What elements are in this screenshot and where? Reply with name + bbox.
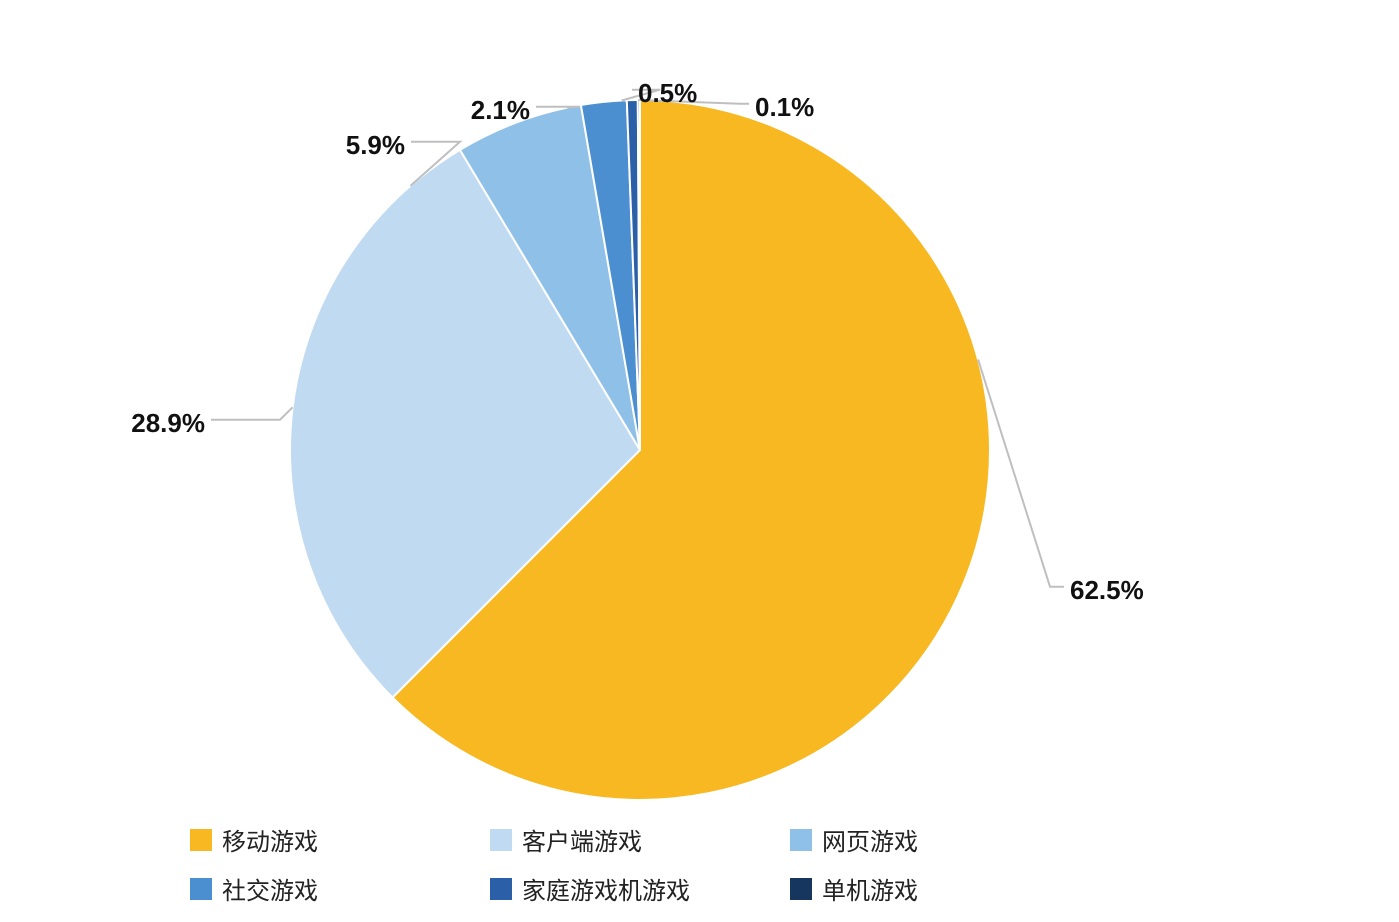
slice-label-mobile: 62.5% [1070, 575, 1144, 606]
legend-swatch-icon [190, 878, 212, 900]
leader-line [978, 359, 1064, 586]
pie-chart [0, 0, 1399, 820]
slice-label-social: 2.1% [471, 95, 530, 126]
slice-label-single: 0.1% [755, 92, 814, 123]
slice-label-client: 28.9% [131, 408, 205, 439]
leader-line [536, 107, 580, 108]
legend-label: 网页游戏 [822, 822, 918, 857]
legend-item-web: 网页游戏 [790, 822, 1090, 857]
legend-label: 社交游戏 [222, 871, 318, 906]
legend-swatch-icon [790, 829, 812, 851]
pie-chart-container: 62.5% 28.9% 5.9% 2.1% 0.5% 0.1% 移动游戏 客户端… [0, 0, 1399, 922]
legend-label: 单机游戏 [822, 871, 918, 906]
slice-label-web: 5.9% [346, 130, 405, 161]
legend-item-client: 客户端游戏 [490, 822, 790, 857]
legend-item-console: 家庭游戏机游戏 [490, 871, 790, 906]
legend: 移动游戏 客户端游戏 网页游戏 社交游戏 家庭游戏机游戏 单机游戏 [190, 822, 1210, 906]
legend-swatch-icon [190, 829, 212, 851]
legend-item-mobile: 移动游戏 [190, 822, 490, 857]
legend-swatch-icon [790, 878, 812, 900]
legend-swatch-icon [490, 878, 512, 900]
legend-swatch-icon [490, 829, 512, 851]
legend-item-social: 社交游戏 [190, 871, 490, 906]
legend-label: 移动游戏 [222, 822, 318, 857]
slice-label-console: 0.5% [638, 78, 697, 109]
legend-item-single: 单机游戏 [790, 871, 1090, 906]
leader-line [211, 407, 293, 419]
legend-label: 客户端游戏 [522, 822, 642, 857]
legend-label: 家庭游戏机游戏 [522, 871, 690, 906]
